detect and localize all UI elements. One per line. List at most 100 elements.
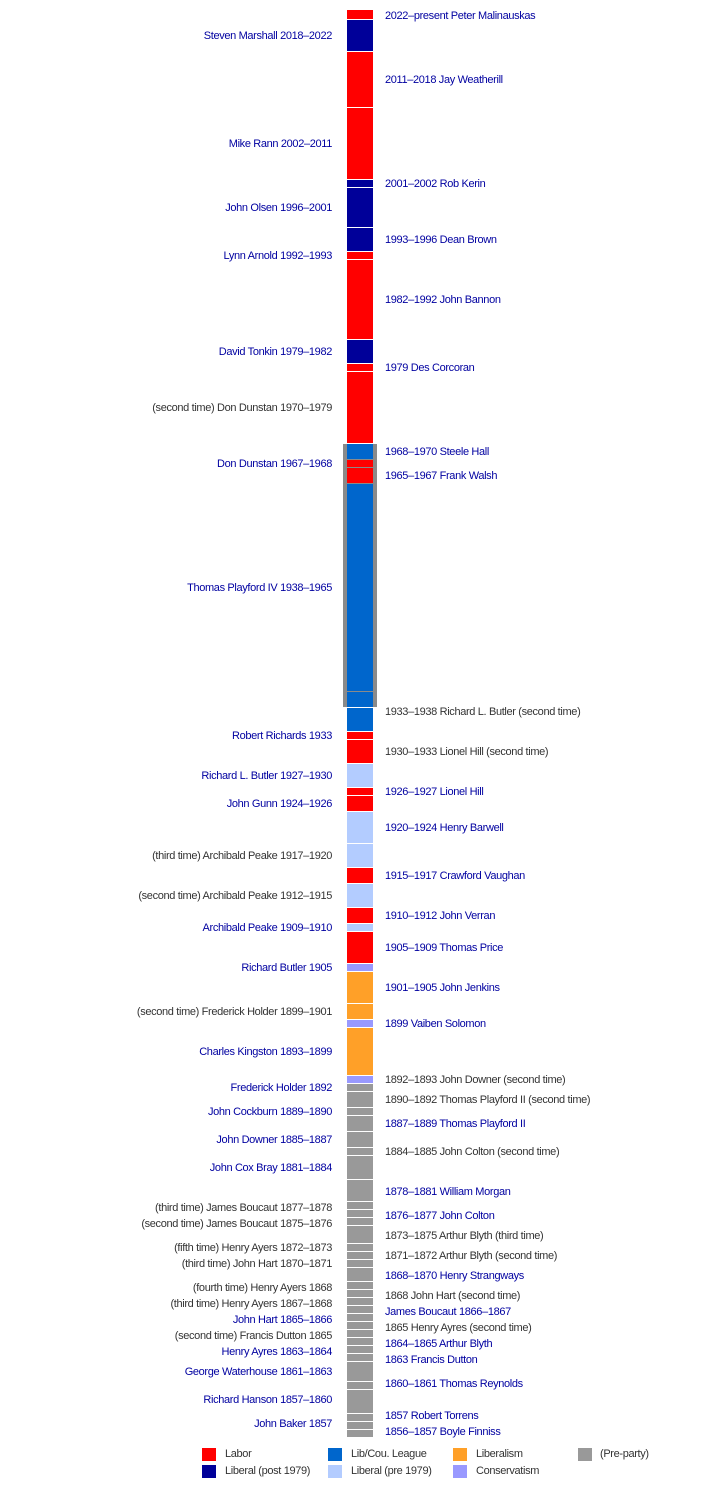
right-premier-label[interactable]: 2001–2002 Rob Kerin — [385, 178, 486, 190]
left-premier-label[interactable]: Richard L. Butler 1927–1930 — [201, 770, 332, 782]
right-premier-label[interactable]: 1905–1909 Thomas Price — [385, 942, 504, 954]
right-premier-label[interactable]: 1993–1996 Dean Brown — [385, 234, 497, 246]
left-premier-label: (second time) Frederick Holder 1899–1901 — [136, 1006, 332, 1018]
segment-lib-cou-league — [347, 444, 373, 459]
segment-labor — [347, 372, 373, 443]
segment--pre-party- — [347, 1414, 373, 1421]
right-premier-label[interactable]: 1856–1857 Boyle Finniss — [385, 1426, 501, 1438]
segment-liberal-pre-1979- — [347, 764, 373, 787]
right-premier-label[interactable]: 1979 Des Corcoran — [385, 362, 475, 374]
segment-labor — [347, 788, 373, 795]
left-premier-label[interactable]: Richard Hanson 1857–1860 — [203, 1394, 332, 1406]
right-premier-label[interactable]: 1920–1924 Henry Barwell — [385, 822, 504, 834]
left-premier-label[interactable]: Henry Ayres 1863–1864 — [221, 1346, 333, 1358]
right-premier-label[interactable]: 1982–1992 John Bannon — [385, 294, 501, 306]
right-premier-label[interactable]: 1910–1912 John Verran — [385, 910, 496, 922]
left-premier-label[interactable]: Don Dunstan 1967–1968 — [217, 458, 332, 470]
segment-lib-cou-league — [347, 484, 373, 691]
left-premier-label: (second time) Archibald Peake 1912–1915 — [138, 890, 332, 902]
right-premier-label[interactable]: 1901–1905 John Jenkins — [385, 982, 500, 994]
right-premier-label[interactable]: 1926–1927 Lionel Hill — [385, 786, 484, 798]
right-premier-label[interactable]: 1887–1889 Thomas Playford II — [385, 1118, 526, 1130]
segment-conservatism — [347, 1020, 373, 1027]
legend-label: Lib/Cou. League — [351, 1448, 427, 1460]
segment-labor — [347, 796, 373, 811]
left-premier-label[interactable]: Mike Rann 2002–2011 — [228, 138, 333, 150]
legend-swatch — [328, 1465, 342, 1478]
segment-liberalism — [347, 972, 373, 1003]
segment--pre-party- — [347, 1156, 373, 1179]
segment-labor — [347, 252, 373, 259]
left-premier-label: (second time) Don Dunstan 1970–1979 — [152, 402, 332, 414]
right-premier-label[interactable]: 1968–1970 Steele Hall — [385, 446, 489, 458]
left-premier-label[interactable]: John Downer 1885–1887 — [216, 1134, 332, 1146]
segment-labor — [347, 10, 373, 19]
left-premier-label[interactable]: John Cox Bray 1881–1884 — [209, 1162, 333, 1174]
left-premier-label[interactable]: Richard Butler 1905 — [241, 962, 332, 974]
right-premier-label[interactable]: 1860–1861 Thomas Reynolds — [385, 1378, 523, 1390]
right-premier-label[interactable]: 1915–1917 Crawford Vaughan — [385, 870, 525, 882]
legend-swatch — [202, 1448, 216, 1461]
right-premier-label[interactable]: 1857 Robert Torrens — [385, 1410, 479, 1422]
right-premier-label[interactable]: 2011–2018 Jay Weatherill — [385, 74, 503, 86]
left-premier-label[interactable]: John Cockburn 1889–1890 — [207, 1106, 332, 1118]
left-premier-label[interactable]: Charles Kingston 1893–1899 — [199, 1046, 332, 1058]
segment--pre-party- — [347, 1226, 373, 1243]
segment--pre-party- — [347, 1314, 373, 1321]
left-premier-label[interactable]: George Waterhouse 1861–1863 — [184, 1366, 333, 1378]
left-premier-label[interactable]: John Olsen 1996–2001 — [225, 202, 332, 214]
right-premier-label: 1890–1892 Thomas Playford II (second tim… — [385, 1094, 591, 1106]
left-premier-label[interactable]: Lynn Arnold 1992–1993 — [223, 250, 333, 262]
segment--pre-party- — [347, 1306, 373, 1313]
left-premier-label[interactable]: John Baker 1857 — [254, 1418, 332, 1430]
right-premier-label: 1933–1938 Richard L. Butler (second time… — [385, 706, 581, 718]
left-premier-label[interactable]: Archibald Peake 1909–1910 — [202, 922, 333, 934]
segment-lib-cou-league — [347, 708, 373, 731]
segment--pre-party- — [347, 1322, 373, 1329]
legend-swatch — [453, 1448, 467, 1461]
segment-liberal-post-1979- — [347, 188, 373, 227]
right-premier-label[interactable]: 1878–1881 William Morgan — [385, 1186, 511, 1198]
right-premier-label[interactable]: 1863 Francis Dutton — [385, 1354, 478, 1366]
segment-labor — [347, 364, 373, 371]
left-premier-label[interactable]: David Tonkin 1979–1982 — [218, 346, 333, 358]
right-premier-label[interactable]: James Boucaut 1866–1867 — [385, 1306, 511, 1318]
right-premier-label[interactable]: 1965–1967 Frank Walsh — [385, 470, 498, 482]
legend-label: Liberal (pre 1979) — [351, 1465, 432, 1477]
legend-label: Liberalism — [476, 1448, 523, 1460]
left-premier-label[interactable]: John Hart 1865–1866 — [232, 1314, 333, 1326]
right-premier-label: 1884–1885 John Colton (second time) — [385, 1146, 560, 1158]
segment-liberal-pre-1979- — [347, 812, 373, 843]
segment--pre-party- — [347, 1298, 373, 1305]
left-premier-label[interactable]: John Gunn 1924–1926 — [226, 798, 333, 810]
segment-conservatism — [347, 964, 373, 971]
right-premier-label: 1871–1872 Arthur Blyth (second time) — [385, 1250, 558, 1262]
segment--pre-party- — [347, 1084, 373, 1091]
segment--pre-party- — [347, 1354, 373, 1361]
segment-liberal-post-1979- — [347, 20, 373, 51]
left-premier-label[interactable]: Steven Marshall 2018–2022 — [203, 30, 333, 42]
segment-liberalism — [347, 1004, 373, 1019]
segment-liberal-post-1979- — [347, 228, 373, 251]
right-premier-label: 1873–1875 Arthur Blyth (third time) — [385, 1230, 544, 1242]
right-premier-label[interactable]: 1864–1865 Arthur Blyth — [385, 1338, 493, 1350]
right-premier-label[interactable]: 1899 Vaiben Solomon — [385, 1018, 486, 1030]
left-premier-label[interactable]: Frederick Holder 1892 — [230, 1082, 333, 1094]
left-premier-label: (third time) Archibald Peake 1917–1920 — [152, 850, 332, 862]
right-premier-label[interactable]: 1876–1877 John Colton — [385, 1210, 495, 1222]
segment-liberal-pre-1979- — [347, 924, 373, 931]
segment--pre-party- — [347, 1180, 373, 1201]
segment--pre-party- — [347, 1290, 373, 1297]
segment--pre-party- — [347, 1252, 373, 1259]
left-premier-label[interactable]: Thomas Playford IV 1938–1965 — [187, 582, 332, 594]
right-premier-label[interactable]: 2022–present Peter Malinauskas — [385, 10, 536, 22]
segment-liberal-post-1979- — [347, 180, 373, 187]
segment--pre-party- — [347, 1116, 373, 1131]
segment-liberal-pre-1979- — [347, 884, 373, 907]
right-premier-label[interactable]: 1868–1870 Henry Strangways — [385, 1270, 524, 1282]
segment-labor — [347, 868, 373, 883]
segment--pre-party- — [347, 1422, 373, 1429]
left-premier-label[interactable]: Robert Richards 1933 — [231, 730, 332, 742]
segment--pre-party- — [347, 1362, 373, 1381]
segment-conservatism — [347, 1076, 373, 1083]
